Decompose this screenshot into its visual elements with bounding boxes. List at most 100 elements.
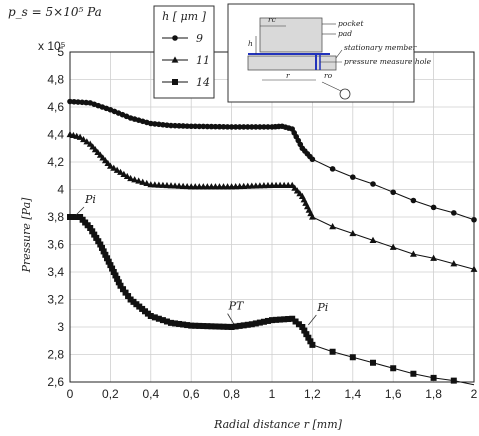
data-point-square [115, 279, 122, 286]
data-point-triangle [450, 260, 458, 267]
data-point-triangle [76, 133, 84, 140]
data-point-circle [451, 210, 457, 216]
x-tick-label: 1,4 [344, 387, 361, 401]
data-point-square [102, 251, 109, 258]
data-point-square [329, 348, 336, 355]
y-tick-label: 4,4 [47, 128, 64, 142]
data-point-square [107, 262, 114, 269]
data-point-circle [204, 123, 211, 130]
annotation-label: Pi [316, 301, 328, 314]
inset-label-r: r [286, 71, 290, 80]
data-point-circle [208, 123, 215, 130]
data-point-square [285, 316, 292, 323]
inset-label-stationary: stationary member [344, 43, 417, 52]
y-tick-label: 4,6 [47, 100, 64, 114]
data-point-triangle [123, 172, 131, 180]
data-point-circle [261, 124, 267, 130]
data-point-square [200, 323, 207, 330]
legend: h [ μm ] 9 11 14 [153, 5, 215, 99]
data-point-square [147, 313, 154, 319]
inset-leader-z [321, 81, 342, 92]
data-point-square [151, 314, 158, 321]
data-point-circle [329, 166, 336, 172]
x-tick-label: 1,8 [425, 387, 442, 401]
inset-label-pad: pad [338, 29, 352, 38]
data-point-circle [370, 181, 376, 187]
data-point-square [112, 272, 119, 279]
y-tick-label: 4,8 [47, 73, 64, 87]
data-point-triangle [143, 179, 151, 187]
x-tick-label: 0,8 [223, 387, 240, 401]
inset-label-h: h [248, 39, 253, 48]
inset-label-pocket: pocket [338, 19, 365, 28]
data-point-circle [75, 99, 81, 105]
data-point-square [240, 322, 247, 329]
y-tick-label: 4 [57, 183, 64, 197]
data-point-triangle [127, 174, 134, 182]
data-point-triangle [83, 138, 91, 145]
data-point-square [109, 265, 116, 272]
data-point-circle [212, 123, 219, 130]
data-point-circle [216, 123, 223, 130]
data-point-square [117, 282, 124, 289]
data-point-square [100, 248, 107, 255]
data-point-circle [83, 99, 89, 106]
legend-label-h14: 14 [196, 76, 210, 89]
data-point-circle [168, 122, 174, 129]
annotation-leader [227, 313, 234, 324]
data-point-circle [232, 124, 239, 130]
data-point-circle [67, 98, 73, 105]
y-tick-label: 3,8 [47, 210, 64, 224]
data-point-square [97, 241, 104, 248]
data-point-square [301, 327, 308, 334]
data-point-circle [79, 99, 85, 106]
data-point-square [212, 323, 219, 330]
annotations: Pi PT Pi [75, 193, 328, 326]
data-point-square [305, 334, 312, 341]
data-point-square [273, 316, 280, 323]
data-point-circle [148, 120, 154, 127]
data-point-square [172, 79, 178, 85]
data-point-square [309, 341, 316, 348]
data-point-square [252, 320, 259, 327]
x-tick-label: 1 [269, 387, 276, 401]
data-point-square [204, 323, 211, 330]
data-point-triangle [117, 168, 124, 175]
data-point-circle [164, 122, 170, 128]
data-point-square [105, 258, 112, 265]
data-point-circle [224, 124, 231, 130]
data-point-circle [244, 124, 251, 130]
data-point-square [163, 318, 170, 325]
x-tick-label: 0,4 [142, 387, 159, 401]
data-point-square [277, 316, 284, 323]
data-point-triangle [107, 162, 114, 169]
data-point-square [349, 354, 356, 361]
data-point-square [260, 318, 267, 325]
data-point-circle [192, 123, 199, 130]
inset-schematic: pocket pad stationary member pressure me… [227, 3, 432, 103]
data-point-square [122, 289, 129, 296]
x-tick-label: 1,2 [304, 387, 321, 401]
data-point-square [70, 214, 77, 220]
data-point-square [256, 319, 263, 326]
data-point-circle [180, 123, 186, 129]
data-point-square [289, 315, 296, 322]
data-point-triangle [120, 170, 128, 177]
data-point-circle [184, 123, 190, 129]
x-tick-label: 0 [67, 387, 74, 401]
annotation-leader [75, 206, 85, 216]
data-point-circle [228, 124, 235, 130]
data-point-circle [172, 35, 178, 41]
scale-label: x 10⁵ [38, 39, 66, 53]
data-point-circle [188, 123, 194, 130]
data-point-triangle [430, 254, 437, 261]
data-point-square [114, 275, 121, 282]
data-point-square [67, 214, 73, 220]
x-tick-label: 2 [471, 387, 478, 401]
legend-box [153, 5, 215, 99]
data-point-square [450, 377, 457, 384]
data-point-square [264, 317, 271, 324]
y-tick-label: 4,2 [47, 155, 64, 169]
data-point-square [104, 255, 111, 262]
